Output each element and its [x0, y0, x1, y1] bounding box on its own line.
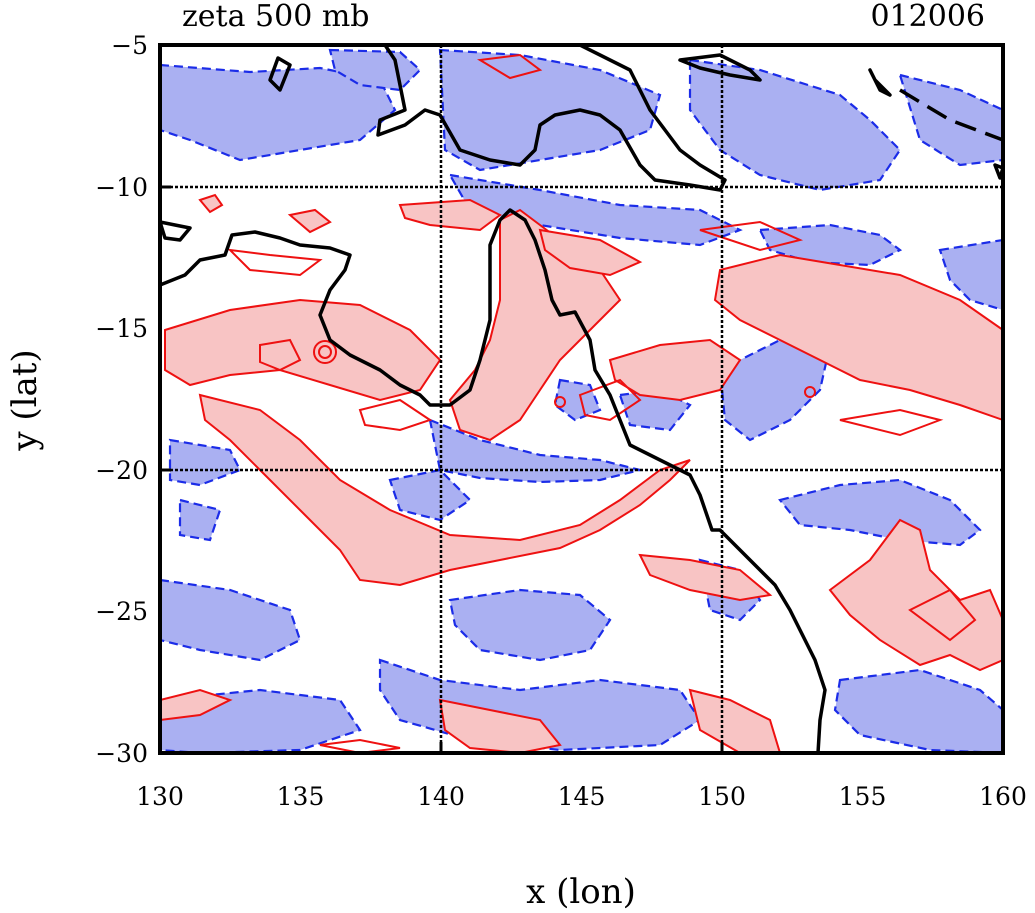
y-tick-label: −25: [95, 597, 148, 626]
y-tick-label: −30: [95, 739, 148, 768]
positive-region: [688, 688, 782, 753]
coastline-cape-york-tip: [160, 220, 192, 242]
coastline-solomon: [899, 88, 1003, 142]
x-tick-label: 135: [277, 782, 325, 811]
coastline-new-guinea: [376, 45, 727, 192]
coastline-northern-australia: [160, 208, 827, 753]
positive-region: [713, 253, 1003, 422]
positive-region: [398, 198, 502, 232]
positive-region: [198, 193, 224, 214]
negative-region: [428, 418, 641, 484]
positive-region: [538, 228, 643, 277]
positive-region: [198, 393, 691, 587]
coastline-island: [868, 68, 892, 97]
y-tick-label: −5: [111, 31, 148, 60]
y-tick-label: −10: [95, 173, 148, 202]
positive-region: [638, 553, 773, 602]
positive-region: [608, 338, 742, 402]
negative-vorticity-regions: [160, 48, 1003, 753]
positive-region: [160, 688, 233, 722]
x-tick-label: 140: [417, 782, 465, 811]
coastline-island: [268, 56, 292, 92]
negative-region: [178, 498, 222, 542]
positive-vorticity-regions: [160, 193, 1003, 753]
y-axis-title: y (lat): [5, 349, 45, 451]
negative-region: [168, 438, 242, 487]
x-axis-title: x (lon): [526, 872, 636, 912]
x-tick-labels: 130 135 140 145 150 155 160: [136, 782, 1027, 811]
y-tick-label: −20: [95, 456, 148, 485]
x-tick-label: 160: [979, 782, 1027, 811]
graticule: [160, 45, 1003, 753]
negative-region: [688, 58, 902, 192]
positive-contour-lines: [227, 53, 977, 753]
negative-region: [758, 223, 903, 267]
map-date-label: 012006: [870, 0, 985, 34]
negative-region: [938, 238, 1003, 312]
map-plot-area: [160, 45, 1003, 753]
x-tick-label: 145: [558, 782, 606, 811]
negative-region: [160, 578, 302, 662]
negative-region: [718, 328, 832, 442]
negative-region: [833, 668, 1003, 753]
negative-region: [898, 73, 1003, 167]
negative-region: [778, 478, 982, 547]
negative-region: [438, 48, 662, 172]
positive-region: [438, 698, 562, 753]
coastlines: [160, 45, 1003, 753]
negative-region: [388, 468, 472, 522]
negative-region: [160, 63, 397, 162]
map-title: zeta 500 mb: [182, 0, 370, 34]
plot-frame: [158, 43, 1005, 755]
x-tick-label: 155: [839, 782, 887, 811]
y-tick-label: −15: [95, 314, 148, 343]
x-tick-label: 150: [698, 782, 746, 811]
positive-region: [164, 298, 442, 402]
negative-region: [448, 588, 612, 662]
coastline-island: [678, 53, 762, 82]
tick-marks: [160, 185, 724, 753]
positive-region: [287, 208, 332, 234]
y-tick-labels: −5 −10 −15 −20 −25 −30: [95, 31, 148, 768]
x-tick-label: 130: [136, 782, 184, 811]
